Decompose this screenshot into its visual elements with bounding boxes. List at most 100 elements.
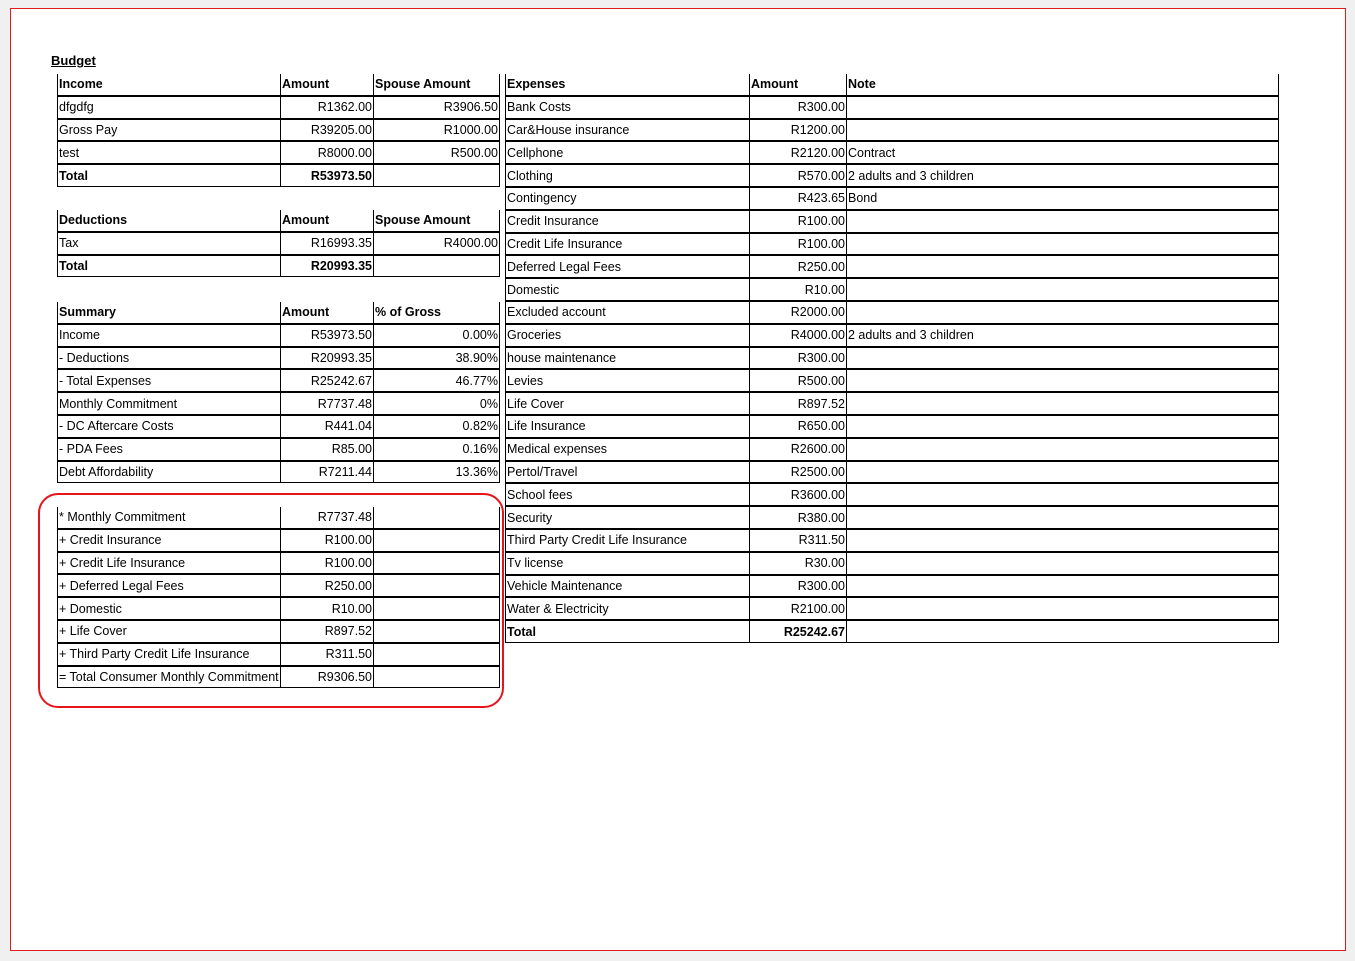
table-row-cell [846,574,1279,599]
table-row-cell: Income [57,323,281,348]
page-title: Budget [51,53,96,68]
table-row-cell: + Domestic [57,597,281,621]
table-row-cell [373,551,500,576]
table-row-cell [846,369,1279,394]
table-row-cell: R500.00 [749,369,847,394]
table-row-cell: Groceries [505,323,750,348]
table-header-row: Deductions Amount Spouse Amount [57,210,500,233]
table-row-cell: Water & Electricity [505,597,750,622]
table-row-cell: 0.00% [373,323,500,348]
table-row: Tv license R30.00 [505,551,1279,576]
table-row-cell: R16993.35 [280,231,374,256]
table-row-cell: R85.00 [280,437,374,462]
table-row-cell: Life Insurance [505,414,750,439]
table-row-cell: R39205.00 [280,118,374,143]
table-row-cell: R1200.00 [749,118,847,143]
table-row: Cellphone R2120.00 Contract [505,141,1279,166]
table-row: + Domestic R10.00 [57,597,500,621]
table-row: Credit Life Insurance R100.00 [505,232,1279,257]
summary-table: Summary Amount% of Gross Income R53973.50 0… [57,302,500,484]
table-row-cell: R4000.00 [373,231,500,256]
table-row-cell: R100.00 [280,528,374,553]
table-row-cell [846,506,1279,530]
table-row-cell: R250.00 [280,574,374,599]
table-row-cell: Excluded account [505,300,750,325]
table-row-cell: R3600.00 [749,483,847,508]
table-row: Deferred Legal Fees R250.00 [505,255,1279,280]
table-total-row-cell [373,254,500,278]
table-row-cell: Medical expenses [505,437,750,462]
table-row-cell: R570.00 [749,164,847,188]
table-row-cell [846,278,1279,302]
table-row-cell: R2600.00 [749,437,847,462]
table-row: + Life Cover R897.52 [57,619,500,644]
table-row-cell: R7737.48 [280,507,374,530]
table-header-row-cell: Deductions [57,210,281,233]
table-row-cell: R30.00 [749,551,847,576]
table-row: - Deductions R20993.35 38.90% [57,346,500,371]
table-row-cell: R2100.00 [749,597,847,622]
table-row-cell: R300.00 [749,95,847,120]
table-row-cell: R9306.50 [280,665,374,689]
table-row-cell: Bond [846,186,1279,211]
table-row-cell: R500.00 [373,141,500,166]
table-row-cell [846,414,1279,439]
table-row: dfgdfg R1362.00 R3906.50 [57,95,500,120]
table-row: Water & Electricity R2100.00 [505,597,1279,622]
table-total-row-cell [373,164,500,187]
table-row: * Monthly Commitment R7737.48 [57,507,500,530]
table-row-cell: R10.00 [749,278,847,302]
table-row: = Total Consumer Monthly Commitment R9306… [57,665,500,689]
table-row-cell: R650.00 [749,414,847,439]
table-row-cell: dfgdfg [57,95,281,120]
table-row: Life Insurance R650.00 [505,414,1279,439]
table-row-cell: Levies [505,369,750,394]
table-row-cell: Contract [846,141,1279,166]
table-row-cell: Third Party Credit Life Insurance [505,528,750,553]
table-total-row-cell: R20993.35 [280,254,374,278]
table-total-row-cell: Total [57,254,281,278]
table-row: Levies R500.00 [505,369,1279,394]
table-row-cell: R1000.00 [373,118,500,143]
table-row: house maintenance R300.00 [505,346,1279,371]
table-row-cell [846,437,1279,462]
table-row-cell [846,483,1279,508]
table-row-cell: R20993.35 [280,346,374,371]
table-header-row-cell: Spouse Amount [373,210,500,233]
table-row: Contingency R423.65 Bond [505,186,1279,211]
table-row-cell: R10.00 [280,597,374,621]
table-row-cell: Bank Costs [505,95,750,120]
table-row-cell: Contingency [505,186,750,211]
commitment-table: * Monthly Commitment R7737.48 + Credit Ins… [57,507,500,689]
table-header-row-cell: Amount [280,302,374,325]
table-row-cell: - DC Aftercare Costs [57,414,281,439]
table-row-cell [846,551,1279,576]
table-row: Credit Insurance R100.00 [505,209,1279,234]
table-row-cell [373,597,500,621]
deductions-table: Deductions Amount Spouse Amount Tax R16993.3… [57,210,500,278]
table-row-cell: R300.00 [749,346,847,371]
table-header-row-cell: Amount [280,74,374,97]
table-row-cell: 2 adults and 3 children [846,164,1279,188]
table-row-cell: + Life Cover [57,619,281,644]
table-row-cell: R380.00 [749,506,847,530]
table-row-cell: Life Cover [505,392,750,416]
table-row-cell: 38.90% [373,346,500,371]
table-row: Security R380.00 [505,506,1279,530]
table-row-cell: R100.00 [749,232,847,257]
table-row-cell: Gross Pay [57,118,281,143]
table-row-cell: School fees [505,483,750,508]
table-row: Monthly Commitment R7737.48 0% [57,392,500,416]
table-row-cell [846,95,1279,120]
table-row-cell: R300.00 [749,574,847,599]
table-row-cell [846,597,1279,622]
table-row: Debt Affordability R7211.44 13.36% [57,460,500,484]
table-row-cell: R311.50 [749,528,847,553]
table-row-cell: Pertol/Travel [505,460,750,485]
table-header-row-cell: Amount [280,210,374,233]
table-row-cell [373,574,500,599]
table-row: - Total Expenses R25242.67 46.77% [57,369,500,394]
table-row-cell: 0.82% [373,414,500,439]
table-row-cell: R100.00 [749,209,847,234]
table-row-cell: R53973.50 [280,323,374,348]
